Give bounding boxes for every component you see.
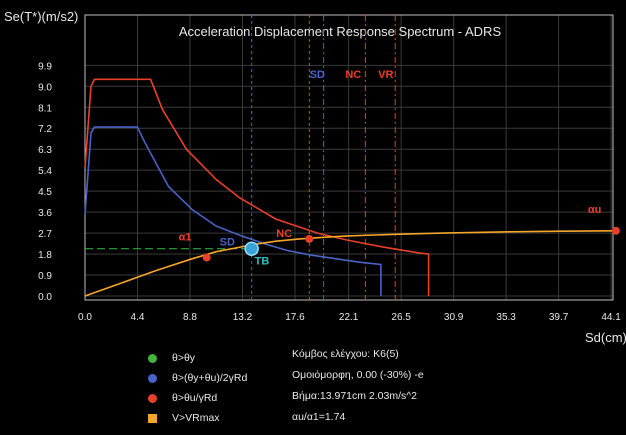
limit-label-nc: NC: [345, 69, 361, 81]
legend-item-theta-y: θ>θy: [148, 352, 288, 372]
x-tick-label: 30.9: [444, 312, 464, 323]
capacity-curve-orange: [84, 230, 616, 297]
control-node-text: Κόμβος ελέγχου: K6(5): [292, 348, 399, 360]
y-tick-label: 7.2: [38, 124, 52, 135]
chart-title: Acceleration Displacement Response Spect…: [179, 24, 502, 39]
point-alphau: [611, 226, 620, 235]
legend-swatch-red: [148, 394, 157, 403]
point-label-alpha1: α1: [179, 232, 192, 244]
limit-label-vr: VR: [378, 69, 393, 81]
point-performance: [244, 241, 259, 256]
y-tick-label: 8.1: [38, 103, 52, 114]
x-tick-label: 17.6: [285, 312, 305, 323]
legend-item-theta-mid: θ>(θy+θu)/2γRd: [148, 372, 288, 392]
point-label-nc: NC: [276, 228, 292, 240]
x-tick-label: 4.4: [131, 312, 145, 323]
y-tick-label: 6.3: [38, 145, 52, 156]
legend-swatch-blue: [148, 374, 157, 383]
grid: [84, 15, 613, 300]
x-tick-label: 39.7: [549, 312, 569, 323]
adrs-chart: Acceleration Displacement Response Spect…: [4, 9, 626, 345]
y-tick-label: 9.9: [38, 61, 52, 72]
y-tick-label: 5.4: [38, 166, 52, 177]
limit-label-sd: SD: [310, 69, 325, 81]
legend-label: θ>θu/γRd: [172, 392, 218, 404]
capacity-curve-blue: [84, 126, 382, 296]
point-alpha1: [202, 253, 211, 262]
legend-label: θ>θy: [172, 352, 196, 364]
y-tick-label: 1.8: [38, 250, 52, 261]
x-tick-label: 44.1: [601, 312, 621, 323]
info-panel: Κόμβος ελέγχου: K6(5) Ομοιόμορφη, 0.00 (…: [292, 348, 424, 432]
legend-label: V>VRmax: [172, 412, 220, 424]
legend-swatch-green: [148, 354, 157, 363]
y-tick-label: 9.0: [38, 82, 52, 93]
y-tick-label: 3.6: [38, 208, 52, 219]
legend-item-theta-u: θ>θu/γRd: [148, 392, 288, 412]
y-tick-label: 2.7: [38, 229, 52, 240]
loading-text: Ομοιόμορφη, 0.00 (-30%) -e: [292, 369, 424, 381]
point-label-alphau: αu: [588, 204, 601, 216]
legend-swatch-orange: [148, 414, 157, 423]
point-nc: [305, 234, 314, 243]
x-tick-label: 13.2: [233, 312, 253, 323]
point-label-sd: SD: [220, 237, 235, 249]
x-tick-label: 22.1: [339, 312, 359, 323]
legend-label: θ>(θy+θu)/2γRd: [172, 372, 248, 384]
legend-item-v-vrmax: V>VRmax: [148, 412, 288, 432]
y-tick-label: 0.0: [38, 292, 52, 303]
y-axis-label: Se(T*)(m/s2): [4, 9, 78, 24]
x-tick-label: 26.5: [391, 312, 411, 323]
ratio-text: αu/α1=1.74: [292, 411, 346, 423]
x-axis-label: Sd(cm): [585, 330, 626, 345]
y-tick-label: 4.5: [38, 187, 52, 198]
y-tick-label: 0.9: [38, 271, 52, 282]
legend: θ>θy θ>(θy+θu)/2γRd θ>θu/γRd V>VRmax: [148, 352, 288, 432]
x-tick-label: 8.8: [183, 312, 197, 323]
x-tick-label: 35.3: [496, 312, 516, 323]
step-text: Βήμα:13.971cm 2.03m/s^2: [292, 390, 418, 402]
x-tick-label: 0.0: [78, 312, 92, 323]
point-label-tb: TB: [255, 256, 270, 268]
capacity-curve-red: [84, 78, 430, 296]
